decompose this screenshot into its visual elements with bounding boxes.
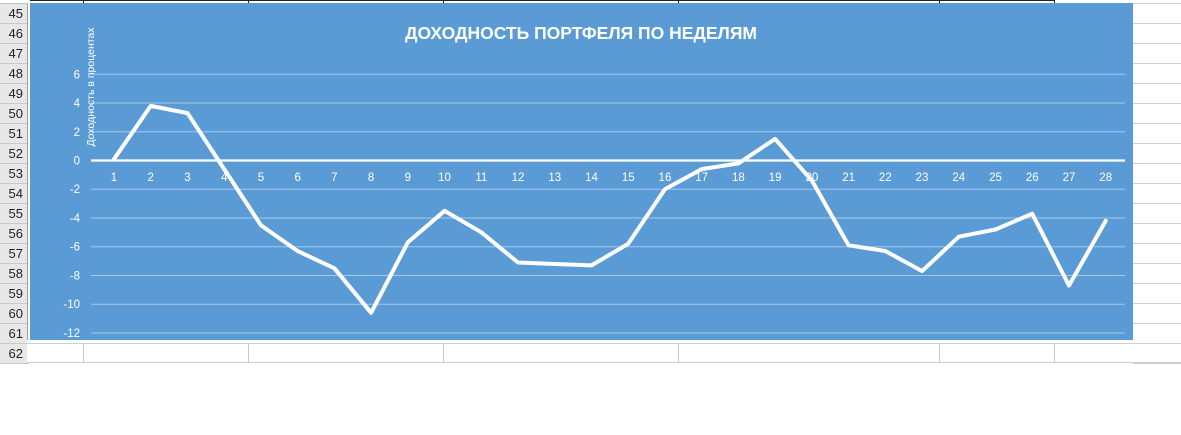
x-tick-label: 13 — [548, 172, 561, 184]
x-tick-label: 4 — [221, 172, 228, 184]
row-header-53[interactable]: 53 — [0, 163, 27, 184]
cell-border — [678, 0, 679, 3]
x-tick-label: 28 — [1099, 172, 1112, 184]
chart-background — [30, 3, 1133, 340]
cells-right-of-chart[interactable] — [1133, 2, 1181, 364]
x-tick-label: 19 — [769, 172, 782, 184]
row-header-59[interactable]: 59 — [0, 283, 27, 304]
row-header-54[interactable]: 54 — [0, 183, 27, 204]
x-tick-label: 18 — [732, 172, 745, 184]
row-header-62[interactable]: 62 — [0, 343, 27, 364]
cell-border — [1054, 0, 1055, 3]
gridline — [939, 343, 940, 362]
y-tick-label: -4 — [70, 213, 81, 225]
gridline — [443, 343, 444, 362]
x-tick-label: 17 — [695, 172, 708, 184]
row-header-49[interactable]: 49 — [0, 83, 27, 104]
row-header-55[interactable]: 55 — [0, 203, 27, 224]
y-tick-label: -8 — [70, 270, 80, 282]
cell-border — [443, 0, 444, 3]
gridline — [83, 343, 84, 362]
x-tick-label: 5 — [258, 172, 264, 184]
row-header-48[interactable]: 48 — [0, 63, 27, 84]
y-tick-label: 6 — [74, 69, 80, 81]
row-header-51[interactable]: 51 — [0, 123, 27, 144]
row-header-58[interactable]: 58 — [0, 263, 27, 284]
cell-border-top — [30, 0, 1055, 1]
y-tick-label: 0 — [74, 156, 80, 168]
x-tick-label: 15 — [622, 172, 635, 184]
x-tick-label: 16 — [659, 172, 672, 184]
cell-border — [248, 0, 249, 3]
row-header-57[interactable]: 57 — [0, 243, 27, 264]
x-tick-label: 6 — [294, 172, 300, 184]
x-axis-tick-labels: 1 2 3 4 5 6 7 8 9 10 11 12 13 14 15 16 17 18 19 20 21 22 23 24 2… — [111, 172, 1112, 184]
y-tick-label: -2 — [70, 184, 80, 196]
x-tick-label: 2 — [148, 172, 154, 184]
x-tick-label: 3 — [184, 172, 190, 184]
x-tick-label: 22 — [879, 172, 892, 184]
row-header-column: 45 46 47 48 49 50 51 52 53 54 55 56 57 58 59 60 61 62 — [0, 2, 28, 364]
x-tick-label: 9 — [405, 172, 411, 184]
gridline — [1054, 343, 1055, 362]
x-tick-label: 23 — [916, 172, 929, 184]
cells-below-chart[interactable] — [27, 340, 1181, 363]
row-header-60[interactable]: 60 — [0, 303, 27, 324]
gridline — [27, 343, 1181, 344]
x-tick-label: 25 — [989, 172, 1002, 184]
x-tick-label: 14 — [585, 172, 598, 184]
cell-border — [939, 0, 940, 3]
x-tick-label: 7 — [331, 172, 337, 184]
x-tick-label: 26 — [1026, 172, 1039, 184]
y-tick-label: -6 — [70, 242, 80, 254]
x-tick-label: 1 — [111, 172, 117, 184]
x-tick-label: 8 — [368, 172, 374, 184]
x-tick-label: 12 — [512, 172, 525, 184]
row-header-45[interactable]: 45 — [0, 3, 27, 24]
portfolio-returns-line[interactable] — [112, 103, 1108, 315]
row-header-46[interactable]: 46 — [0, 23, 27, 44]
x-tick-label: 24 — [952, 172, 965, 184]
row-header-56[interactable]: 56 — [0, 223, 27, 244]
y-tick-label: -12 — [63, 328, 80, 340]
x-tick-label: 11 — [475, 172, 487, 184]
y-tick-label: 2 — [74, 127, 80, 139]
row-header-52[interactable]: 52 — [0, 143, 27, 164]
portfolio-chart[interactable]: ДОХОДНОСТЬ ПОРТФЕЛЯ ПО НЕДЕЛЯМ Доходност… — [30, 3, 1133, 340]
y-axis-title[interactable]: Доходность в процентах — [85, 27, 97, 147]
row-header-47[interactable]: 47 — [0, 43, 27, 64]
chart-gridlines — [91, 73, 1125, 334]
cell-border — [83, 0, 84, 3]
y-tick-label: -10 — [63, 299, 80, 311]
gridline — [678, 343, 679, 362]
x-tick-label: 27 — [1063, 172, 1076, 184]
x-tick-label: 10 — [438, 172, 451, 184]
y-axis-tick-labels: 6 4 2 0 -2 -4 -6 -8 -10 -12 — [63, 69, 80, 340]
chart-title[interactable]: ДОХОДНОСТЬ ПОРТФЕЛЯ ПО НЕДЕЛЯМ — [405, 23, 757, 43]
gridline — [248, 343, 249, 362]
row-header-50[interactable]: 50 — [0, 103, 27, 124]
y-tick-label: 4 — [74, 98, 81, 110]
x-tick-label: 21 — [842, 172, 855, 184]
gridline — [27, 362, 1181, 363]
row-header-61[interactable]: 61 — [0, 323, 27, 344]
